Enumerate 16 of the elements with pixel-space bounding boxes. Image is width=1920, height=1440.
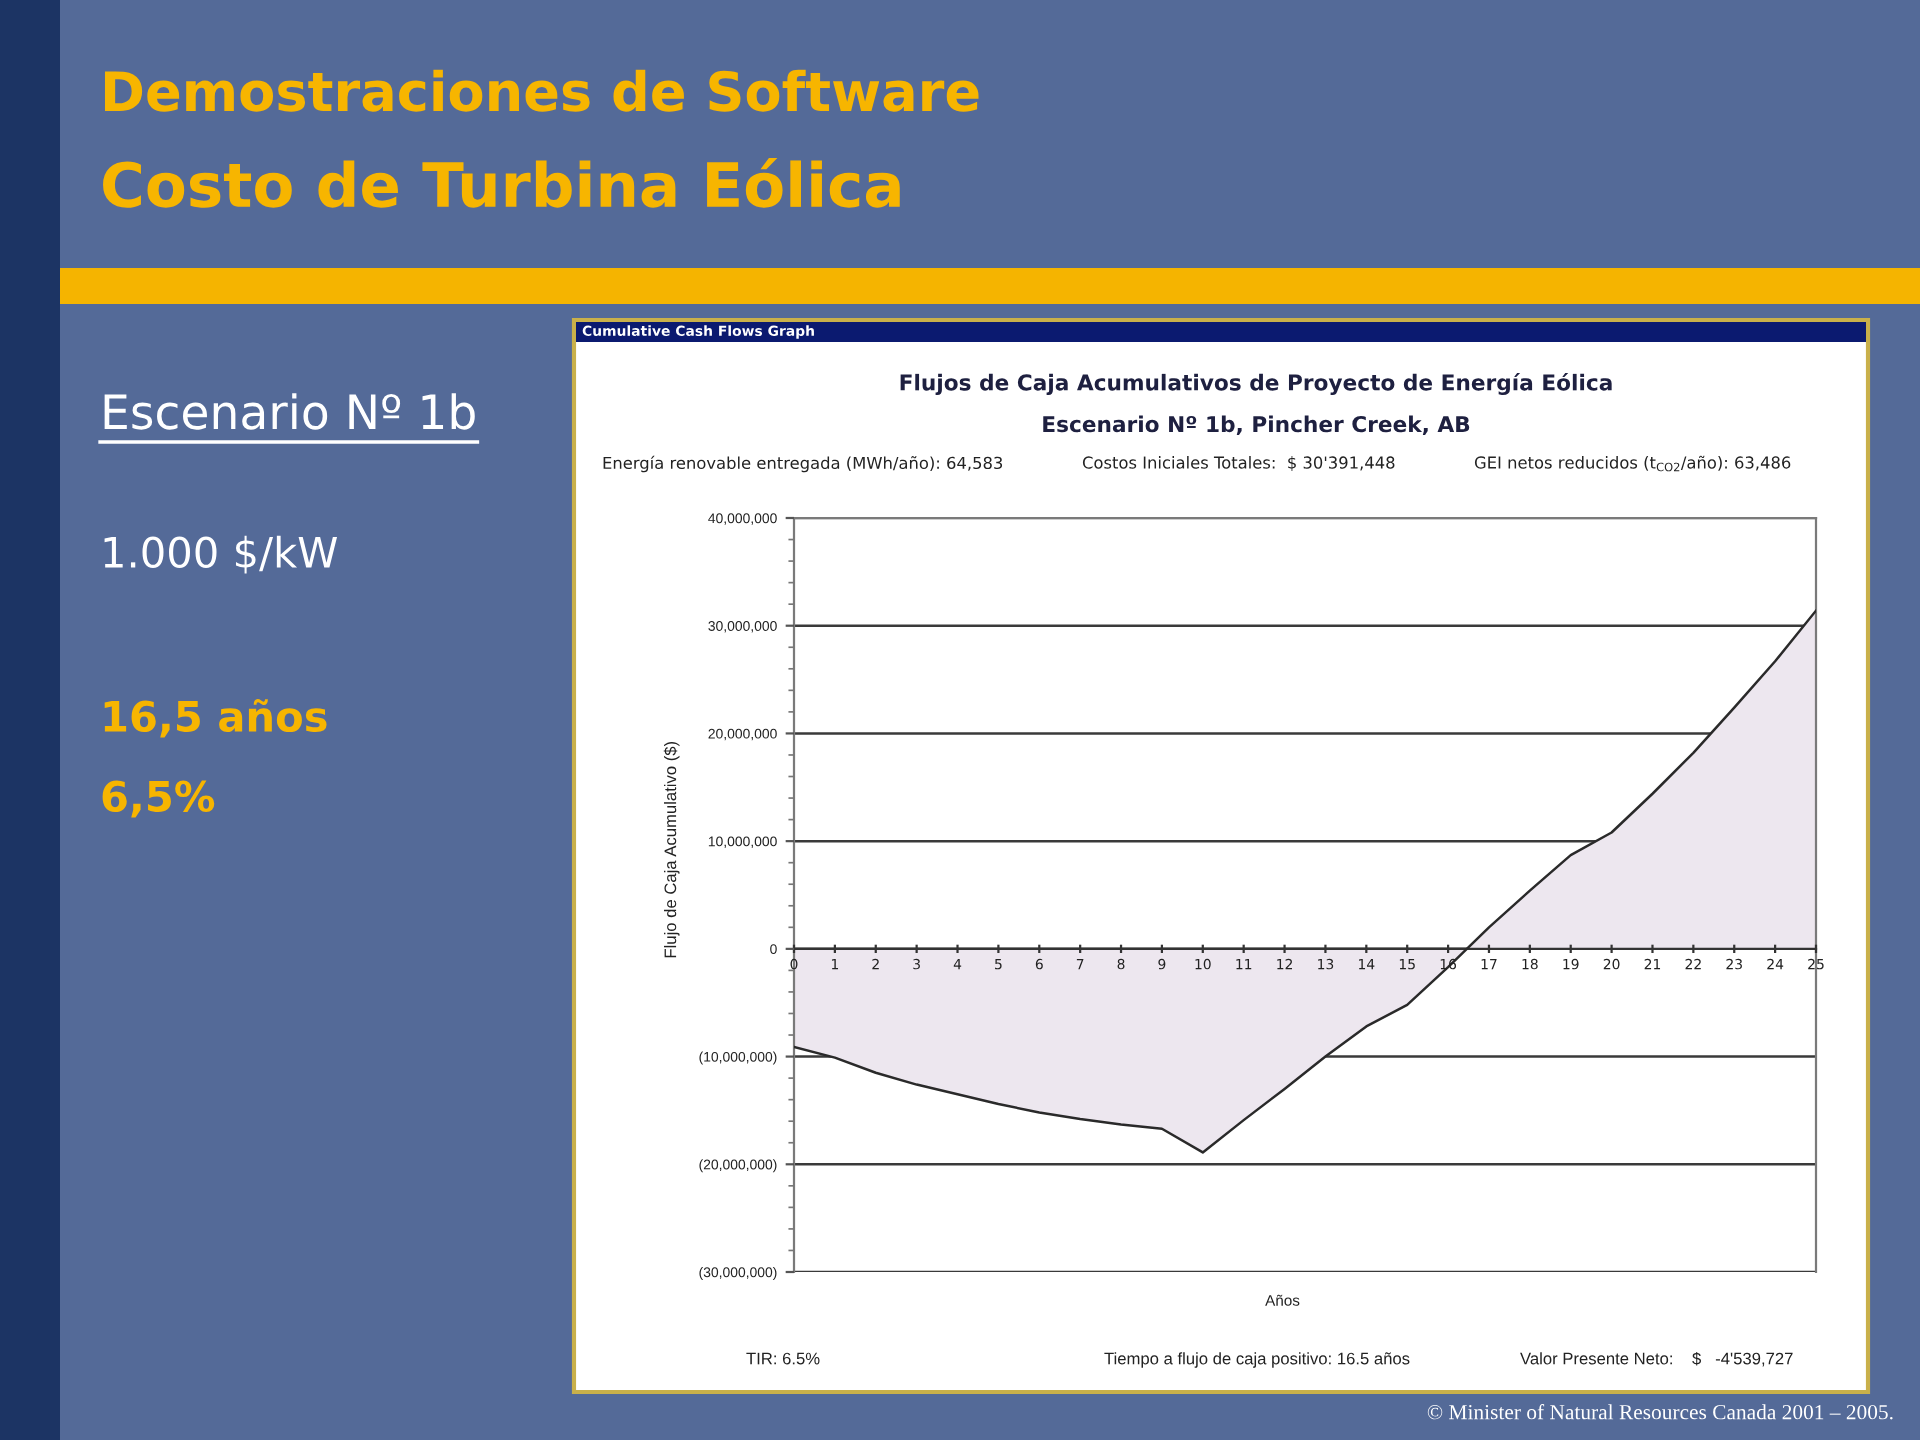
text: Costo de Turbina Eólica [103,157,900,208]
chart-title: Flujos de Caja Acumulativos de Proyecto de Energía Eólica [900,373,1612,395]
text: Escenario Nº 1b [104,393,475,430]
text: © Minister of Natural Resources Canada 2001 – 2005. [1427,1404,1893,1420]
text: 1.000 $/kW [104,535,338,574]
text: Energía renovable entregada (MWh/año): 64,583 [603,455,1003,473]
y-axis-title: Flujo de Caja Acumulativo ($) [663,741,680,958]
text: Costos Iniciales Totales: $ 30'391,448 [1082,456,1395,471]
text: 16,5 años [104,699,327,738]
text: GEI netos reducidos (t$_{CO2}$/año): 63,486 [1474,455,1791,472]
chart-subtitle: Escenario Nº 1b, Pincher Creek, AB [1043,415,1470,436]
text: TIR: 6.5% [746,1352,820,1365]
text: Demostraciones de Software [104,69,979,112]
text: 6,5% [102,780,215,818]
text: Tiempo a flujo de caja positivo: 16.5 años [1104,1352,1410,1368]
text: Valor Presente Neto: $ -4'539,727 [1520,1351,1793,1367]
